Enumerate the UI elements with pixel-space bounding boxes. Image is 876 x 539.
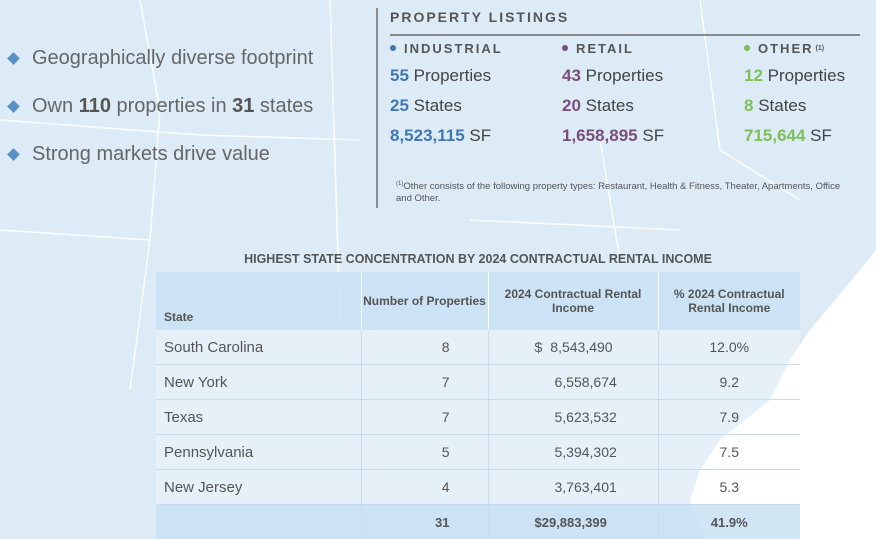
cell-income: 5,623,532	[488, 399, 659, 435]
listing-column-other: OTHER (1) 12 Properties 8 States 715,644 …	[744, 40, 845, 146]
listing-column-industrial: INDUSTRIAL 55 Properties 25 States 8,523…	[390, 40, 503, 146]
properties-stat: 43 Properties	[562, 66, 664, 85]
cell-state: Texas	[156, 399, 362, 435]
cell-pct: 5.3	[658, 469, 800, 505]
sf-stat: 715,644 SF	[744, 126, 832, 145]
cell-count: 7	[361, 399, 489, 435]
bullet-item: Own 110 properties in 31 states	[6, 82, 313, 130]
states-stat: 25 States	[390, 96, 462, 115]
cell-pct: 9.2	[658, 364, 800, 400]
total-pct: 41.9%	[658, 504, 800, 539]
table-total-row: 31 $29,883,399 41.9%	[156, 504, 800, 539]
highlight-bullets: Geographically diverse footprint Own 110…	[6, 34, 313, 178]
cell-state: New York	[156, 364, 362, 400]
cell-pct: 7.9	[658, 399, 800, 435]
footnote: (1)Other consists of the following prope…	[396, 181, 841, 205]
cell-income: 5,394,302	[488, 434, 659, 470]
other-dot-icon	[744, 45, 750, 51]
header-income: 2024 Contractual Rental Income	[488, 272, 659, 330]
cell-state: Pennsylvania	[156, 434, 362, 470]
cell-state: South Carolina	[156, 330, 362, 365]
table-row: Pennsylvania 5 5,394,302 7.5	[156, 434, 800, 470]
property-listings-panel: PROPERTY LISTINGS INDUSTRIAL 55 Properti…	[376, 6, 861, 208]
cell-state: New Jersey	[156, 469, 362, 505]
cell-income: 6,558,674	[488, 364, 659, 400]
column-name: INDUSTRIAL	[404, 40, 503, 56]
states-stat: 8 States	[744, 96, 807, 115]
table-row: Texas 7 5,623,532 7.9	[156, 399, 800, 435]
table-row: New York 7 6,558,674 9.2	[156, 364, 800, 400]
diamond-bullet-icon	[7, 51, 20, 65]
header-state: State	[156, 272, 362, 330]
properties-stat: 55 Properties	[390, 66, 492, 85]
industrial-dot-icon	[390, 45, 396, 51]
table-title: HIGHEST STATE CONCENTRATION BY 2024 CONT…	[244, 252, 712, 266]
bullet-item: Strong markets drive value	[6, 130, 313, 178]
retail-dot-icon	[562, 45, 568, 51]
table-header-row: State Number of Properties 2024 Contract…	[156, 272, 800, 330]
table-row: New Jersey 4 3,763,401 5.3	[156, 469, 800, 505]
cell-pct: 7.5	[658, 434, 800, 470]
state-concentration-table: State Number of Properties 2024 Contract…	[156, 272, 800, 539]
cell-pct: 12.0%	[658, 330, 800, 365]
divider-vertical	[376, 8, 378, 208]
total-label	[156, 504, 362, 539]
header-pct: % 2024 Contractual Rental Income	[658, 272, 800, 330]
divider-horizontal	[390, 34, 860, 36]
bullet-text: Own 110 properties in 31 states	[32, 94, 314, 117]
cell-count: 4	[361, 469, 489, 505]
bullet-item: Geographically diverse footprint	[6, 34, 313, 82]
listing-column-retail: RETAIL 43 Properties 20 States 1,658,895…	[562, 40, 664, 146]
column-name: OTHER	[758, 40, 814, 56]
listings-title: PROPERTY LISTINGS	[390, 9, 570, 25]
properties-stat: 12 Properties	[744, 66, 846, 85]
states-stat: 20 States	[562, 96, 634, 115]
cell-count: 7	[361, 364, 489, 400]
sf-stat: 1,658,895 SF	[562, 126, 665, 145]
cell-count: 8	[361, 330, 489, 365]
total-count: 31	[361, 504, 489, 539]
cell-count: 5	[361, 434, 489, 470]
diamond-bullet-icon	[7, 147, 20, 161]
diamond-bullet-icon	[7, 99, 20, 113]
footnote-marker: (1)	[815, 44, 825, 52]
cell-income: 3,763,401	[488, 469, 659, 505]
bullet-text: Strong markets drive value	[32, 142, 270, 165]
cell-income: $8,543,490	[488, 330, 659, 365]
column-name: RETAIL	[576, 40, 634, 56]
table-row: South Carolina 8 $8,543,490 12.0%	[156, 330, 800, 365]
bullet-text: Geographically diverse footprint	[32, 46, 314, 69]
header-count: Number of Properties	[361, 272, 489, 330]
total-income: $29,883,399	[488, 504, 659, 539]
sf-stat: 8,523,115 SF	[390, 126, 492, 145]
